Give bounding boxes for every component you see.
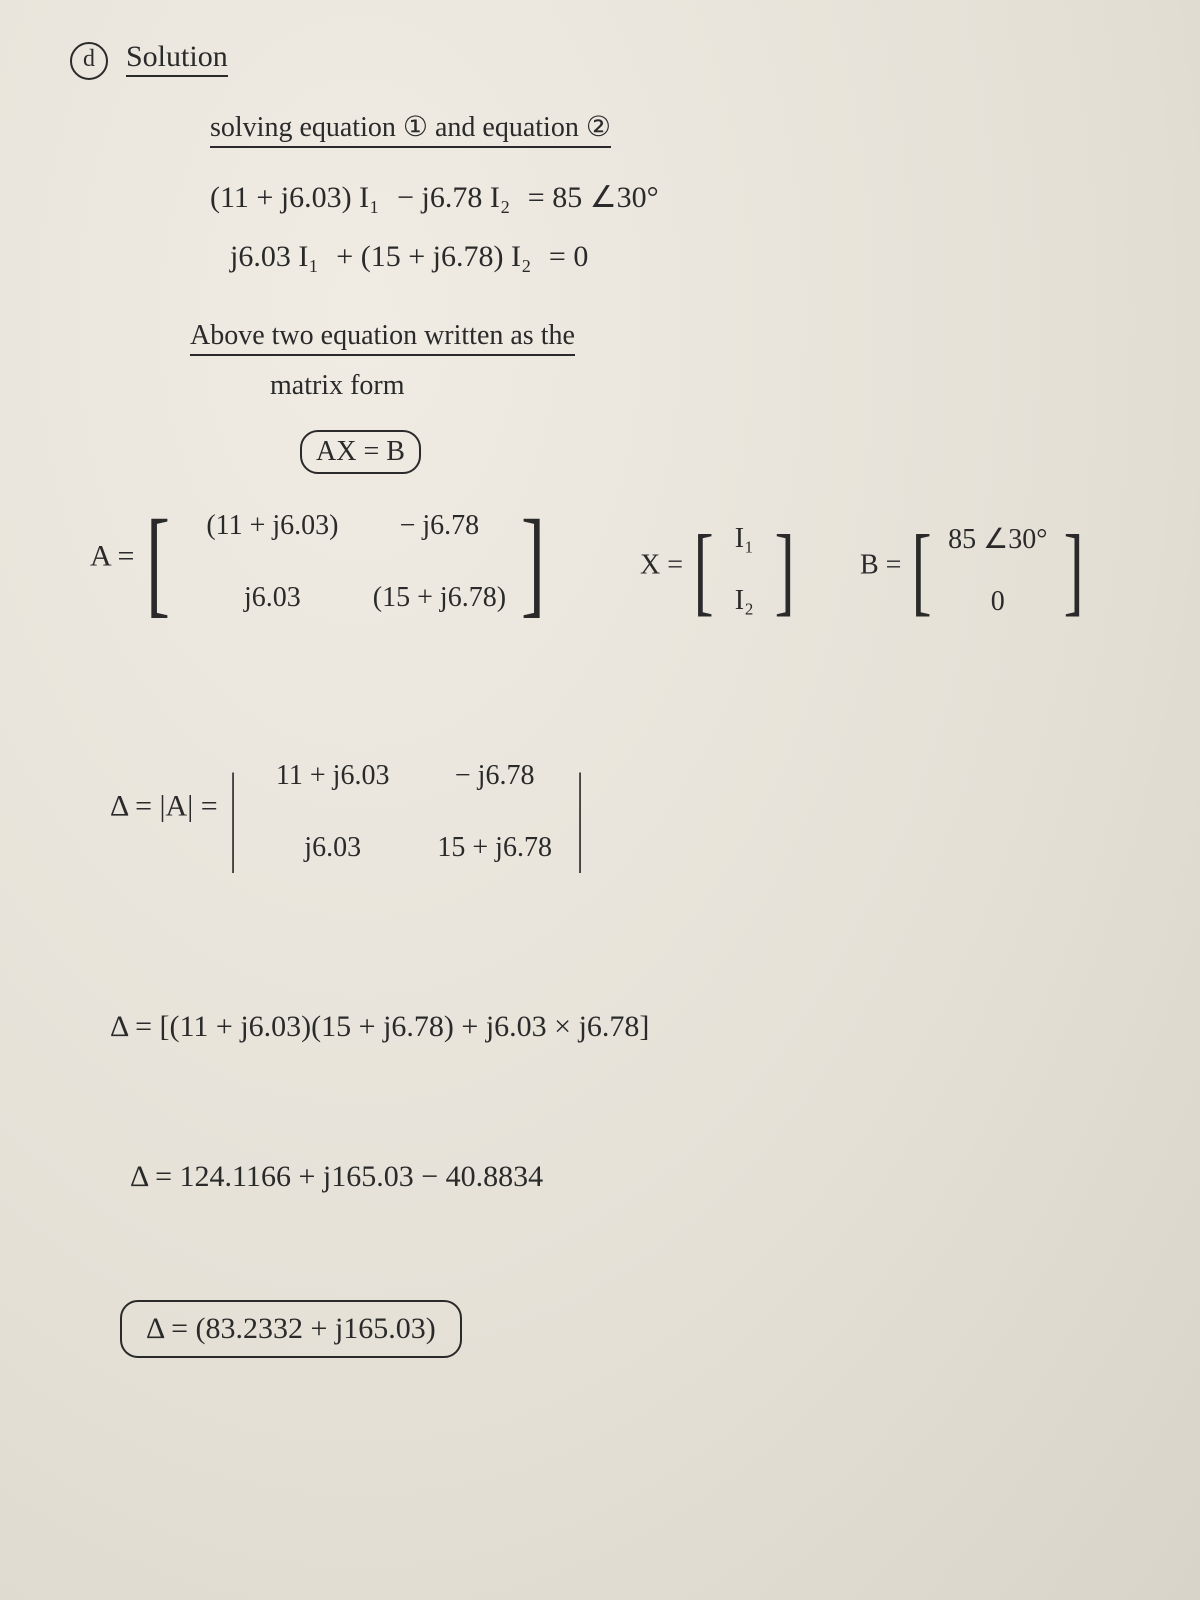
det-r1c2: − j6.78 (425, 760, 565, 792)
solution-title: Solution (126, 40, 228, 77)
final-result: Δ = (83.2332 + j165.03) (146, 1312, 436, 1345)
eq1-rhs: = 85 ∠30° (528, 181, 659, 214)
X-label: X = (640, 550, 683, 581)
det-r2c1: j6.03 (248, 832, 418, 864)
det-r2c2: 15 + j6.78 (425, 832, 565, 864)
B-label: B = (860, 550, 901, 581)
X-r1: I₁ (724, 523, 764, 555)
A-r2c1: j6.03 (182, 582, 362, 614)
eq1-lhs1: (11 + j6.03) I₁ (210, 181, 380, 214)
A-label: A = (90, 540, 134, 573)
det-step: Δ = 124.1166 + j165.03 − 40.8834 (130, 1160, 543, 1194)
det-label: Δ = |A| = (110, 790, 218, 823)
det-expansion: Δ = [(11 + j6.03)(15 + j6.78) + j6.03 × … (110, 1010, 649, 1044)
B-r1: 85 ∠30° (943, 522, 1053, 556)
note-line-2: matrix form (270, 370, 405, 402)
det-r1c1: 11 + j6.03 (248, 760, 418, 792)
equation-2: j6.03 I₁ + (15 + j6.78) I₂ = 0 (230, 240, 588, 274)
determinant: Δ = |A| = | 11 + j6.03 − j6.78 j6.03 15 … (110, 760, 591, 864)
eq1-lhs2: − j6.78 I₂ (397, 181, 510, 214)
eq2-lhs1: j6.03 I₁ (230, 240, 319, 273)
part-label: d (70, 42, 108, 80)
eq2-lhs2: + (15 + j6.78) I₂ (336, 240, 531, 273)
matrix-B: B = [ 85 ∠30° 0 ] (860, 520, 1090, 620)
axb-text: AX = B (316, 436, 405, 467)
A-r1c2: − j6.78 (369, 510, 509, 542)
note-line-1: Above two equation written as the (190, 320, 575, 356)
equation-1: (11 + j6.03) I₁ − j6.78 I₂ = 85 ∠30° (210, 180, 659, 215)
subheading: solving equation ① and equation ② (210, 110, 611, 148)
A-r1c1: (11 + j6.03) (182, 510, 362, 542)
B-r2: 0 (943, 586, 1053, 618)
final-result-box: Δ = (83.2332 + j165.03) (120, 1300, 462, 1358)
eq2-rhs: = 0 (549, 240, 588, 273)
matrix-X: X = [ I₁ I₂ ] (640, 520, 802, 620)
matrix-A: A = [ (11 + j6.03) − j6.78 j6.03 (15 + j… (90, 510, 553, 614)
axb-box: AX = B (300, 430, 421, 474)
X-r2: I₂ (724, 585, 764, 617)
A-r2c2: (15 + j6.78) (369, 582, 509, 614)
